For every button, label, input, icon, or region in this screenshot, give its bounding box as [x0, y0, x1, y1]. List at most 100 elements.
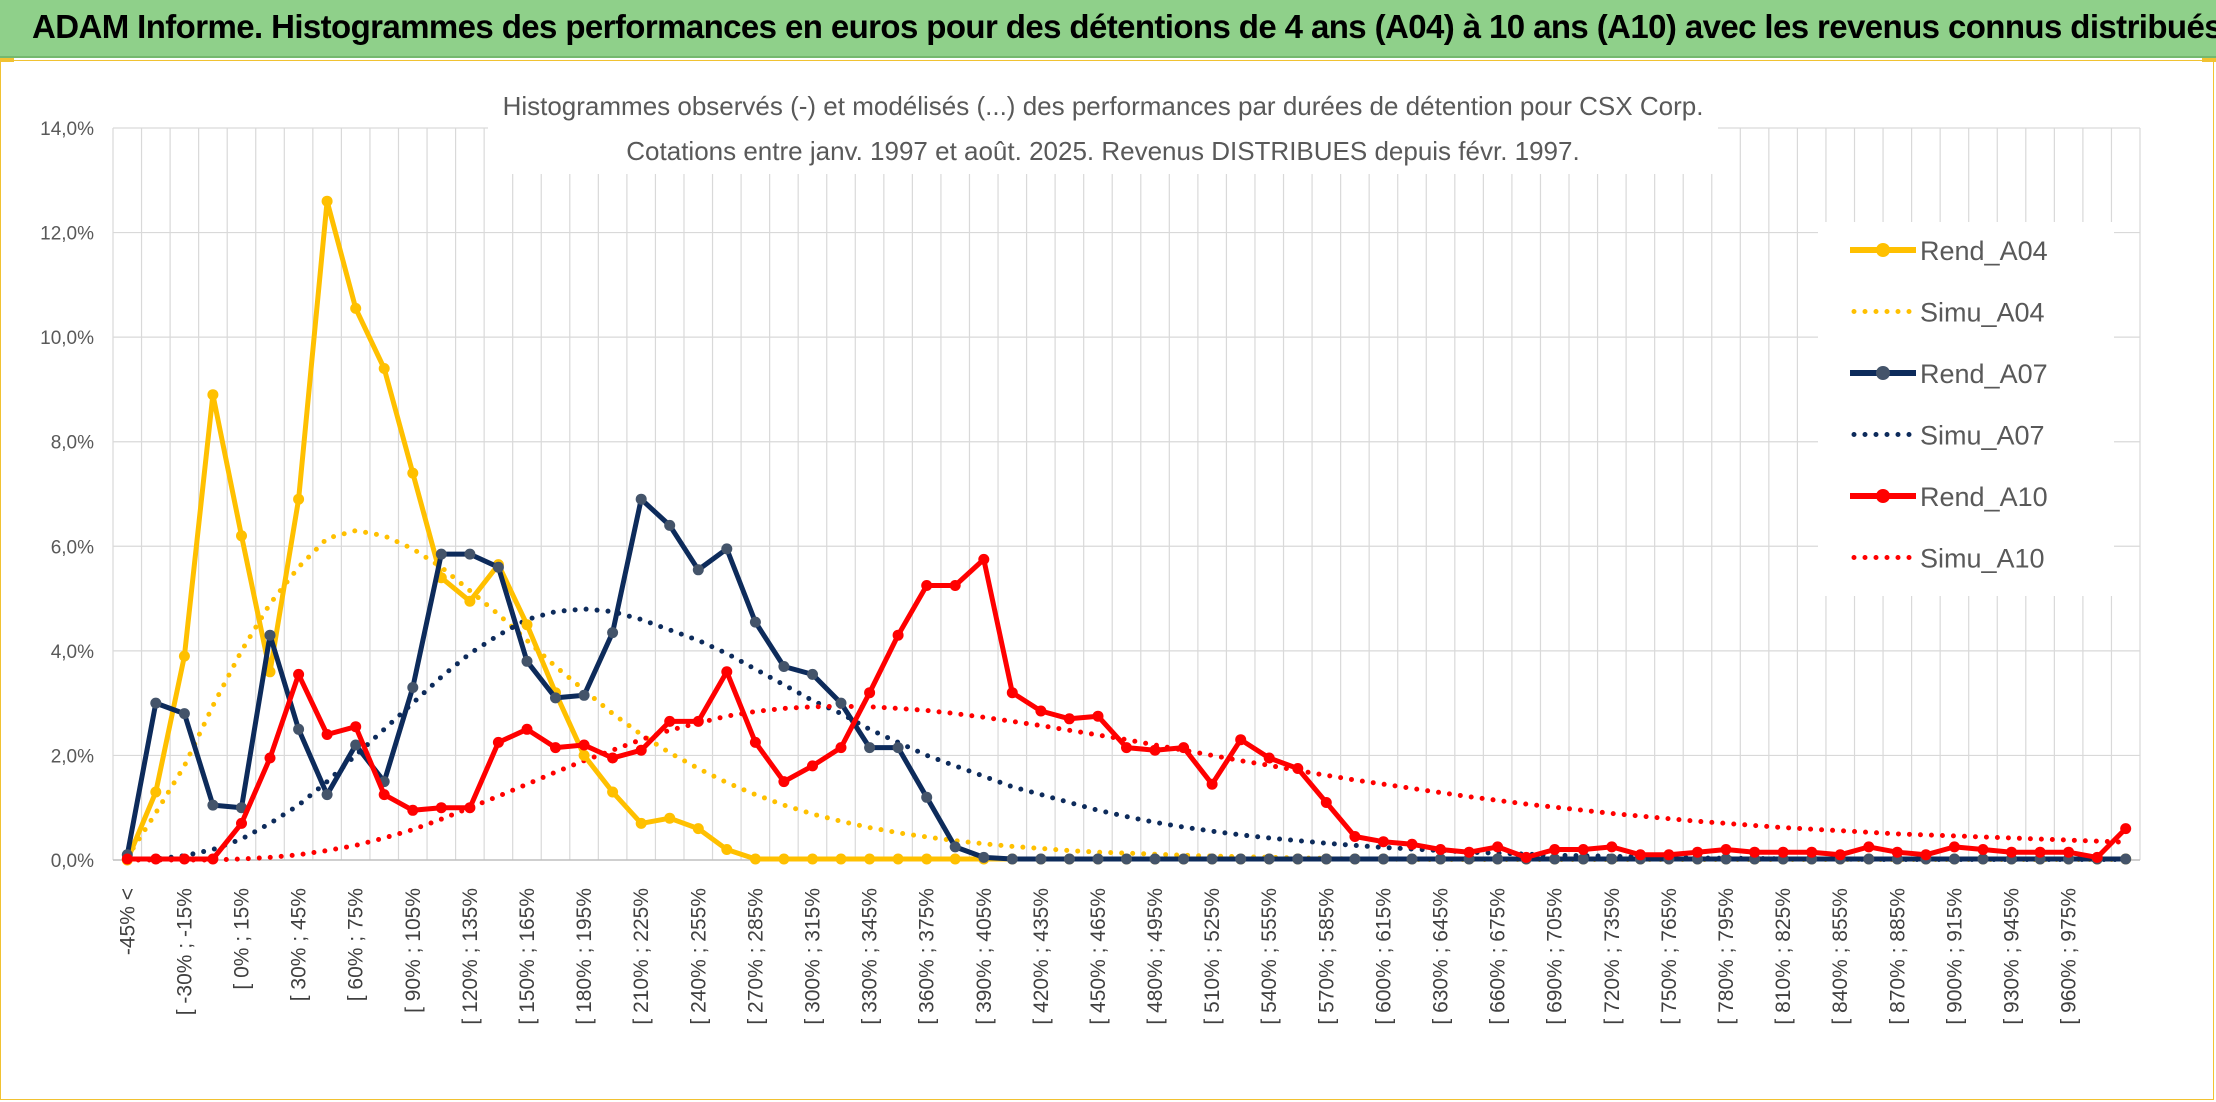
chart-series	[121, 195, 2132, 866]
data-point-rend-a07	[1863, 853, 1875, 865]
data-point-rend-a07	[1549, 853, 1561, 865]
x-tick-label: [ 150% ; 165%	[516, 888, 539, 1025]
data-point-rend-a10	[835, 742, 847, 754]
data-point-rend-a10	[864, 687, 876, 699]
x-tick-label: [ 870% ; 885%	[1886, 888, 1909, 1025]
data-point-rend-a07	[293, 723, 305, 735]
data-point-rend-a10	[1063, 713, 1075, 725]
data-point-rend-a07	[207, 799, 219, 811]
data-point-rend-a04	[749, 853, 761, 865]
data-point-rend-a10	[350, 721, 362, 733]
data-point-rend-a04	[464, 595, 476, 607]
data-point-rend-a10	[236, 817, 247, 829]
data-point-rend-a07	[1492, 853, 1504, 865]
data-point-rend-a07	[978, 851, 990, 863]
data-point-rend-a04	[293, 493, 305, 505]
data-point-rend-a07	[492, 561, 504, 573]
data-point-rend-a04	[778, 853, 790, 865]
data-point-rend-a10	[1920, 849, 1932, 861]
x-tick-label: [ -30% ; -15%	[173, 888, 196, 1015]
x-tick-label: [ 840% ; 855%	[1829, 888, 1852, 1025]
data-point-rend-a07	[692, 564, 704, 576]
x-tick-label: [ 30% ; 45%	[288, 888, 311, 1001]
x-tick-label: [ 300% ; 315%	[801, 888, 824, 1025]
data-point-rend-a10	[1377, 836, 1389, 848]
data-point-rend-a10	[1463, 846, 1475, 858]
data-point-rend-a07	[749, 616, 761, 628]
y-tick-label: 6,0%	[51, 537, 94, 558]
data-point-rend-a07	[1035, 853, 1047, 865]
data-point-rend-a10	[635, 744, 647, 756]
data-point-rend-a10	[1606, 841, 1618, 853]
data-point-rend-a10	[178, 853, 190, 865]
y-tick-label: 12,0%	[40, 224, 94, 245]
data-point-rend-a10	[721, 666, 733, 678]
data-point-rend-a10	[2063, 846, 2075, 858]
x-tick-label: [ 660% ; 675%	[1487, 888, 1510, 1025]
data-point-rend-a10	[1349, 831, 1361, 842]
x-tick-label: [ 90% ; 105%	[402, 888, 425, 1013]
data-point-rend-a07	[864, 742, 876, 754]
data-point-rend-a07	[407, 682, 419, 693]
data-point-rend-a04	[949, 853, 961, 865]
data-point-rend-a10	[1863, 841, 1875, 853]
legend-marker	[1876, 366, 1890, 380]
data-point-rend-a07	[2120, 853, 2132, 865]
data-point-rend-a10	[2091, 851, 2103, 863]
data-point-rend-a10	[378, 789, 390, 801]
data-point-rend-a04	[892, 853, 904, 865]
data-point-rend-a10	[2120, 823, 2132, 835]
data-point-rend-a10	[321, 729, 333, 740]
data-point-rend-a10	[1406, 838, 1418, 850]
data-point-rend-a10	[1263, 752, 1275, 764]
x-tick-label: [ 750% ; 765%	[1658, 888, 1681, 1025]
legend-background	[1818, 222, 2114, 596]
y-tick-label: 14,0%	[40, 119, 94, 140]
data-point-rend-a10	[464, 802, 476, 814]
data-point-rend-a04	[350, 302, 362, 314]
y-tick-label: 8,0%	[51, 433, 94, 454]
data-point-rend-a04	[835, 853, 847, 865]
data-point-rend-a10	[1035, 705, 1047, 717]
x-tick-label: -45% <	[116, 888, 139, 955]
data-point-rend-a07	[1092, 853, 1104, 865]
data-point-rend-a10	[1549, 844, 1561, 855]
data-point-rend-a10	[207, 853, 219, 865]
data-point-rend-a10	[1806, 846, 1818, 858]
x-tick-label: [ 510% ; 525%	[1201, 888, 1224, 1025]
x-tick-label: [ 330% ; 345%	[859, 888, 882, 1025]
y-tick-label: 0,0%	[51, 851, 94, 872]
data-point-rend-a07	[1377, 853, 1389, 865]
data-point-rend-a10	[607, 752, 619, 764]
data-point-rend-a10	[492, 736, 504, 748]
data-point-rend-a07	[1263, 853, 1275, 865]
x-tick-label: [ 540% ; 555%	[1258, 888, 1281, 1025]
data-point-rend-a10	[1720, 844, 1732, 855]
data-point-rend-a10	[521, 723, 533, 735]
data-point-rend-a10	[1435, 844, 1446, 855]
x-tick-label: [ 720% ; 735%	[1601, 888, 1624, 1025]
data-point-rend-a07	[321, 789, 333, 801]
data-point-rend-a04	[578, 749, 590, 761]
data-point-rend-a07	[1606, 853, 1618, 865]
data-point-rend-a10	[2034, 846, 2046, 858]
data-point-rend-a10	[1320, 797, 1332, 808]
x-tick-label: [ 120% ; 135%	[459, 888, 482, 1025]
data-point-rend-a07	[835, 697, 847, 709]
data-point-rend-a07	[464, 548, 476, 560]
data-point-rend-a10	[1777, 846, 1789, 858]
data-point-rend-a10	[1663, 849, 1675, 861]
data-point-rend-a10	[978, 553, 990, 565]
data-point-rend-a10	[1948, 841, 1960, 853]
data-point-rend-a04	[264, 666, 276, 678]
x-tick-label: [ 810% ; 825%	[1772, 888, 1795, 1025]
data-point-rend-a07	[550, 692, 561, 704]
data-point-rend-a10	[892, 629, 904, 641]
data-point-rend-a07	[1149, 853, 1161, 865]
x-tick-label: [ 360% ; 375%	[916, 888, 939, 1025]
data-point-rend-a10	[578, 739, 590, 751]
data-point-rend-a04	[407, 467, 419, 479]
legend-label: Simu_A10	[1920, 544, 2045, 574]
data-point-rend-a07	[521, 655, 533, 667]
legend-marker	[1876, 243, 1890, 257]
